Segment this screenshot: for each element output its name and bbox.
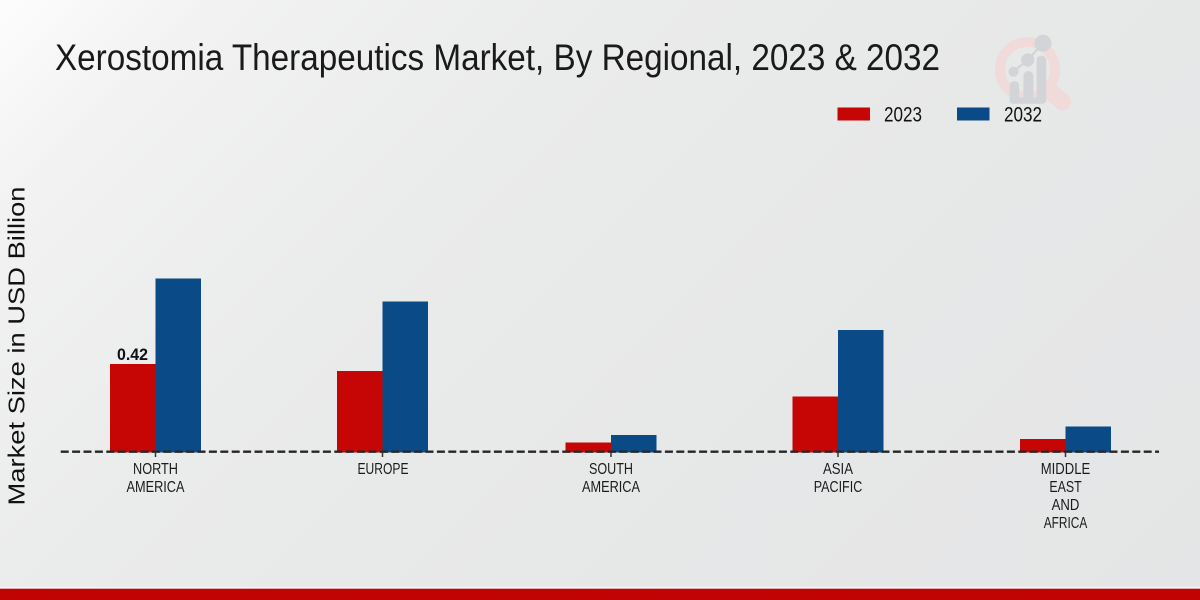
svg-text:PACIFIC: PACIFIC — [814, 479, 863, 496]
svg-text:EUROPE: EUROPE — [358, 461, 409, 478]
svg-text:0.42: 0.42 — [117, 345, 148, 364]
svg-text:AFRICA: AFRICA — [1044, 515, 1088, 532]
svg-text:ASIA: ASIA — [823, 461, 853, 478]
svg-text:Market Size in USD Billion: Market Size in USD Billion — [4, 187, 30, 506]
svg-text:EAST: EAST — [1049, 479, 1081, 496]
svg-text:AMERICA: AMERICA — [582, 479, 640, 496]
svg-text:MIDDLE: MIDDLE — [1041, 461, 1091, 478]
svg-text:SOUTH: SOUTH — [589, 461, 633, 478]
svg-text:AND: AND — [1052, 497, 1080, 514]
svg-text:2032: 2032 — [1004, 104, 1042, 127]
svg-text:Xerostomia Therapeutics Market: Xerostomia Therapeutics Market, By Regio… — [55, 36, 940, 78]
svg-text:2023: 2023 — [884, 104, 922, 127]
svg-text:AMERICA: AMERICA — [127, 479, 185, 496]
svg-text:NORTH: NORTH — [133, 461, 178, 478]
